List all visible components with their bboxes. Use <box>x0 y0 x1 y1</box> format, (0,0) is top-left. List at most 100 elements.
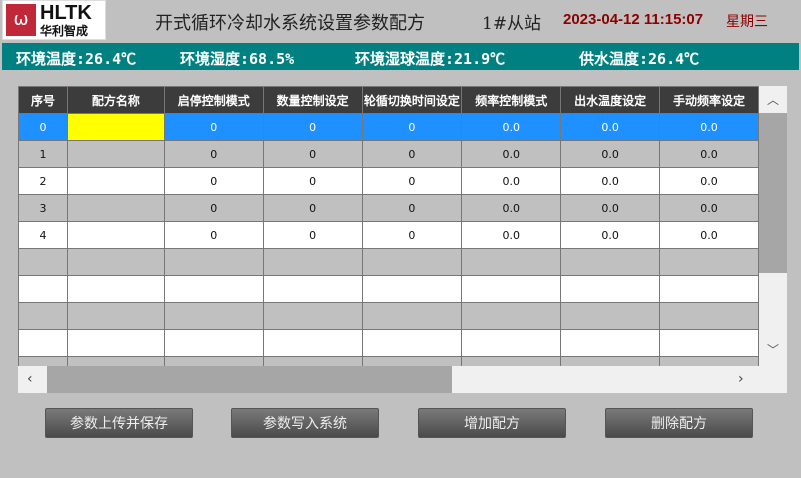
table-cell[interactable]: 0 <box>163 140 264 168</box>
table-cell[interactable] <box>262 275 363 303</box>
table-cell[interactable]: 0 <box>262 140 363 168</box>
table-row[interactable]: 0 0 0 0 0.0 0.0 0.0 <box>18 113 759 141</box>
horizontal-scroll-thumb[interactable] <box>47 366 452 393</box>
table-cell[interactable]: 0.0 <box>560 221 661 249</box>
table-cell[interactable] <box>560 248 661 276</box>
scroll-right-icon[interactable]: › <box>738 371 744 387</box>
table-cell[interactable] <box>461 275 562 303</box>
column-header[interactable]: 轮循切换时间设定 <box>361 86 463 114</box>
table-row[interactable]: 4 0 0 0 0.0 0.0 0.0 <box>18 221 759 249</box>
table-cell[interactable] <box>361 356 463 366</box>
table-row[interactable]: 2 0 0 0 0.0 0.0 0.0 <box>18 167 759 195</box>
table-cell[interactable]: 0 <box>361 221 463 249</box>
table-cell[interactable] <box>461 356 562 366</box>
table-cell[interactable] <box>262 329 363 357</box>
table-cell[interactable]: 0 <box>361 167 463 195</box>
table-cell[interactable] <box>66 140 165 168</box>
table-cell[interactable] <box>262 356 363 366</box>
table-cell[interactable] <box>66 275 165 303</box>
table-cell[interactable] <box>361 329 463 357</box>
table-cell[interactable] <box>262 302 363 330</box>
column-header[interactable]: 频率控制模式 <box>461 86 562 114</box>
table-cell[interactable] <box>163 275 264 303</box>
table-cell[interactable]: 0 <box>163 167 264 195</box>
table-cell[interactable]: 0 <box>262 167 363 195</box>
table-cell[interactable] <box>659 302 759 330</box>
table-cell[interactable]: 0.0 <box>659 113 759 141</box>
table-cell[interactable] <box>66 167 165 195</box>
table-cell[interactable]: 0.0 <box>461 113 562 141</box>
table-cell[interactable] <box>163 302 264 330</box>
table-cell[interactable]: 0.0 <box>659 167 759 195</box>
table-row[interactable]: 3 0 0 0 0.0 0.0 0.0 <box>18 194 759 222</box>
table-cell[interactable] <box>66 113 165 141</box>
table-cell[interactable] <box>66 356 165 366</box>
column-header[interactable]: 序号 <box>18 86 68 114</box>
scroll-left-icon[interactable]: ‹ <box>27 371 33 387</box>
vertical-scrollbar[interactable]: ︿ ﹀ <box>759 86 787 366</box>
table-cell[interactable]: 2 <box>18 167 68 195</box>
table-row[interactable]: 1 0 0 0 0.0 0.0 0.0 <box>18 140 759 168</box>
table-cell[interactable] <box>461 329 562 357</box>
table-cell[interactable] <box>18 302 68 330</box>
table-cell[interactable] <box>659 248 759 276</box>
table-cell[interactable] <box>66 221 165 249</box>
table-cell[interactable] <box>560 356 661 366</box>
table-cell[interactable]: 0.0 <box>560 167 661 195</box>
table-row[interactable] <box>18 356 759 366</box>
table-cell[interactable]: 0 <box>163 194 264 222</box>
column-header[interactable]: 启停控制模式 <box>163 86 264 114</box>
table-cell[interactable] <box>461 248 562 276</box>
table-cell[interactable] <box>66 248 165 276</box>
horizontal-scrollbar[interactable]: ‹ › <box>18 366 787 393</box>
table-cell[interactable]: 0.0 <box>659 140 759 168</box>
table-cell[interactable] <box>361 248 463 276</box>
table-cell[interactable]: 0.0 <box>659 221 759 249</box>
scroll-up-icon[interactable]: ︿ <box>766 93 779 107</box>
table-cell[interactable]: 0.0 <box>461 140 562 168</box>
table-cell[interactable] <box>461 302 562 330</box>
table-row[interactable] <box>18 329 759 357</box>
table-row[interactable] <box>18 275 759 303</box>
table-cell[interactable]: 0 <box>163 221 264 249</box>
table-cell[interactable] <box>262 248 363 276</box>
table-cell[interactable]: 0 <box>18 113 68 141</box>
table-cell[interactable]: 4 <box>18 221 68 249</box>
table-cell[interactable] <box>18 275 68 303</box>
table-cell[interactable]: 0.0 <box>659 194 759 222</box>
table-cell[interactable] <box>66 302 165 330</box>
scroll-down-icon[interactable]: ﹀ <box>766 343 779 357</box>
table-cell[interactable] <box>361 302 463 330</box>
column-header[interactable]: 出水温度设定 <box>560 86 661 114</box>
add-recipe-button[interactable]: 增加配方 <box>418 408 566 438</box>
table-cell[interactable]: 0 <box>361 140 463 168</box>
table-cell[interactable]: 0 <box>361 113 463 141</box>
vertical-scroll-thumb[interactable] <box>759 113 787 273</box>
table-cell[interactable] <box>361 275 463 303</box>
table-cell[interactable] <box>66 194 165 222</box>
delete-recipe-button[interactable]: 删除配方 <box>605 408 753 438</box>
table-cell[interactable]: 0 <box>163 113 264 141</box>
table-cell[interactable] <box>18 248 68 276</box>
table-row[interactable] <box>18 248 759 276</box>
table-cell[interactable]: 0 <box>262 194 363 222</box>
table-cell[interactable] <box>18 329 68 357</box>
table-cell[interactable]: 0 <box>361 194 463 222</box>
table-cell[interactable]: 3 <box>18 194 68 222</box>
table-cell[interactable] <box>659 356 759 366</box>
column-header[interactable]: 配方名称 <box>66 86 165 114</box>
column-header[interactable]: 手动频率设定 <box>659 86 759 114</box>
table-cell[interactable]: 0.0 <box>560 140 661 168</box>
table-cell[interactable]: 0.0 <box>560 113 661 141</box>
table-cell[interactable] <box>659 275 759 303</box>
upload-save-button[interactable]: 参数上传并保存 <box>45 408 193 438</box>
table-cell[interactable] <box>560 275 661 303</box>
table-cell[interactable] <box>560 302 661 330</box>
table-cell[interactable] <box>560 329 661 357</box>
table-cell[interactable]: 0.0 <box>461 167 562 195</box>
table-cell[interactable]: 0.0 <box>461 221 562 249</box>
table-row[interactable] <box>18 302 759 330</box>
table-cell[interactable]: 0.0 <box>461 194 562 222</box>
table-cell[interactable]: 1 <box>18 140 68 168</box>
table-cell[interactable]: 0.0 <box>560 194 661 222</box>
